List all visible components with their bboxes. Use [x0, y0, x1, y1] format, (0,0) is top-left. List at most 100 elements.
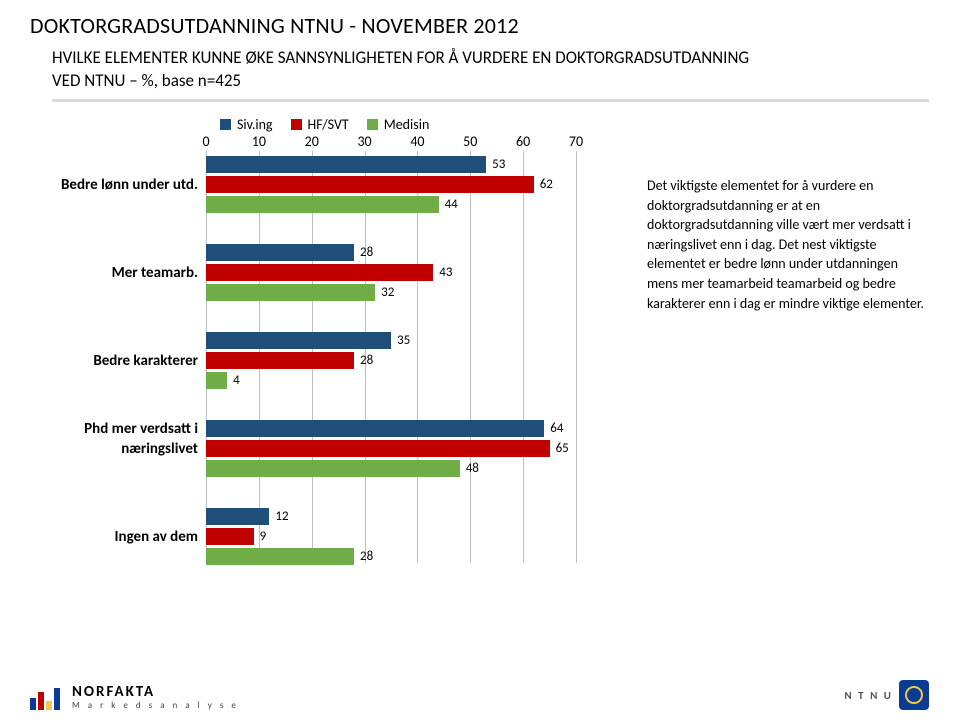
bar-wrap: 53 [206, 156, 505, 173]
bar [206, 264, 433, 281]
axis-tick: 50 [463, 133, 477, 150]
bar-row: næringslivet 65 [30, 439, 929, 459]
logo-bar-icon [54, 688, 60, 710]
bar-wrap: 4 [206, 372, 240, 389]
axis-tick: 60 [516, 133, 530, 150]
bar [206, 156, 486, 173]
bar-value: 35 [397, 333, 410, 348]
bar-row: 48 [30, 459, 929, 479]
norfakta-logo: NORFAKTA M a r k e d s a n a l y s e [30, 685, 239, 710]
bar-value: 28 [360, 353, 373, 368]
bar [206, 420, 544, 437]
legend-item: Siv.ing [220, 116, 273, 133]
bar-row: Bedre karakterer 28 [30, 351, 929, 371]
legend-item: HF/SVT [291, 116, 349, 133]
axis-tick: 0 [202, 133, 209, 150]
bar [206, 372, 227, 389]
bar-group: 12 Ingen av dem 9 28 [30, 507, 929, 567]
legend-label: Medisin [384, 116, 430, 133]
bar [206, 196, 439, 213]
bar-wrap: 12 [206, 508, 289, 525]
axis-tick: 70 [569, 133, 583, 150]
bar-wrap: 9 [206, 528, 266, 545]
norfakta-sub: M a r k e d s a n a l y s e [72, 701, 239, 710]
subtitle-line-2: VED NTNU – %, base n=425 [52, 70, 241, 91]
norfakta-icon [30, 688, 60, 710]
bar-row: Ingen av dem 9 [30, 527, 929, 547]
legend-swatch [367, 119, 378, 130]
subtitle-line-1: HVILKE ELEMENTER KUNNE ØKE SANNSYNLIGHET… [52, 47, 749, 68]
x-axis-ticks: 010203040506070 [206, 133, 576, 151]
bar-wrap: 43 [206, 264, 452, 281]
bar-row: 12 [30, 507, 929, 527]
legend-label: Siv.ing [237, 116, 273, 133]
bar-group: Phd mer verdsatt i64næringslivet6548 [30, 419, 929, 479]
axis-tick: 40 [410, 133, 424, 150]
ntnu-logo: N T N U [844, 680, 929, 710]
logo-bar-icon [30, 698, 36, 710]
bar-value: 43 [439, 265, 452, 280]
bar [206, 284, 375, 301]
bar-wrap: 62 [206, 176, 553, 193]
norfakta-name: NORFAKTA [72, 685, 239, 701]
logo-bar-icon [46, 701, 52, 710]
legend-item: Medisin [367, 116, 430, 133]
page-subtitle: HVILKE ELEMENTER KUNNE ØKE SANNSYNLIGHET… [52, 47, 929, 93]
legend-swatch [291, 119, 302, 130]
divider [52, 99, 929, 102]
bar-row: 4 [30, 371, 929, 391]
bar-value: 32 [381, 285, 394, 300]
bar-wrap: 35 [206, 332, 410, 349]
logo-bar-icon [38, 692, 44, 710]
category-label: næringslivet [30, 441, 206, 457]
bar-value: 9 [260, 529, 267, 544]
category-label: Phd mer verdsatt i [30, 421, 206, 437]
bar [206, 244, 354, 261]
bar-wrap: 48 [206, 460, 479, 477]
bar-wrap: 28 [206, 548, 373, 565]
bar [206, 508, 269, 525]
bar [206, 548, 354, 565]
bar [206, 176, 534, 193]
bar-value: 28 [360, 549, 373, 564]
ntnu-label: N T N U [844, 689, 893, 702]
bar [206, 440, 550, 457]
bar-row: Phd mer verdsatt i64 [30, 419, 929, 439]
bar-value: 65 [556, 441, 569, 456]
bar [206, 528, 254, 545]
ntnu-icon [899, 680, 929, 710]
bar [206, 352, 354, 369]
page-title: DOKTORGRADSUTDANNING NTNU - NOVEMBER 201… [30, 12, 929, 39]
axis-tick: 10 [252, 133, 266, 150]
bar-row: 28 [30, 547, 929, 567]
chart-legend: Siv.ing HF/SVT Medisin [220, 116, 929, 133]
category-label: Ingen av dem [30, 529, 206, 545]
bar-wrap: 44 [206, 196, 458, 213]
bar-value: 44 [445, 197, 458, 212]
bar-value: 12 [275, 509, 288, 524]
bar-row: 35 [30, 331, 929, 351]
bar-value: 48 [466, 461, 479, 476]
legend-swatch [220, 119, 231, 130]
category-label: Bedre lønn under utd. [30, 177, 206, 193]
bar-wrap: 32 [206, 284, 394, 301]
bar-wrap: 28 [206, 352, 373, 369]
bar-value: 4 [233, 373, 240, 388]
bar-group: 35 Bedre karakterer 28 4 [30, 331, 929, 391]
bar-value: 28 [360, 245, 373, 260]
bar-value: 62 [540, 177, 553, 192]
legend-label: HF/SVT [308, 116, 349, 133]
axis-tick: 20 [305, 133, 319, 150]
bar [206, 460, 460, 477]
bar [206, 332, 391, 349]
bar-wrap: 65 [206, 440, 569, 457]
ntnu-ring-icon [905, 686, 923, 704]
explanation-text: Det viktigste elementet for å vurdere en… [647, 176, 927, 313]
bar-wrap: 64 [206, 420, 563, 437]
category-label: Bedre karakterer [30, 353, 206, 369]
axis-tick: 30 [357, 133, 371, 150]
bar-value: 53 [492, 157, 505, 172]
bar-wrap: 28 [206, 244, 373, 261]
category-label: Mer teamarb. [30, 265, 206, 281]
bar-row: 53 [30, 155, 929, 175]
